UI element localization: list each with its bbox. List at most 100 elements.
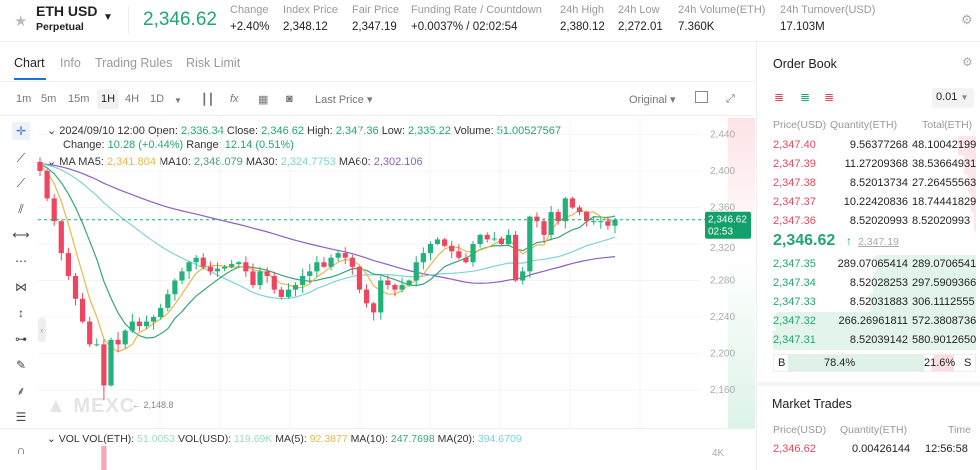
ob-price: 2,347.39 bbox=[773, 158, 816, 170]
tab-trading-rules[interactable]: Trading Rules bbox=[95, 56, 173, 70]
brush-icon[interactable]: ⸙ bbox=[16, 384, 26, 398]
parallel-channel-icon[interactable]: ⫽ bbox=[18, 202, 24, 216]
pattern-icon[interactable]: ✎ bbox=[15, 358, 27, 372]
magnet-icon[interactable]: ∩ bbox=[16, 443, 26, 457]
candle-up bbox=[186, 262, 192, 272]
candle-down bbox=[349, 257, 355, 267]
tab-info[interactable]: Info bbox=[60, 56, 81, 70]
candle-up bbox=[179, 271, 185, 281]
stat-24h-volume-eth: 24h Volume(ETH) 7.360K bbox=[678, 4, 765, 33]
collapse-toolbar-handle[interactable]: ‹ bbox=[38, 318, 46, 342]
view-both-icon[interactable]: ≣ bbox=[774, 90, 785, 104]
window-icon[interactable] bbox=[695, 91, 708, 103]
last-price: 2,346.62 bbox=[143, 9, 217, 30]
interval-1d[interactable]: 1D bbox=[150, 93, 165, 105]
ma60-line bbox=[39, 163, 616, 284]
stat-value: 17.103M bbox=[780, 21, 825, 33]
price-type-select[interactable]: Last Price ▾ bbox=[315, 94, 373, 106]
interval-15m[interactable]: 15m bbox=[68, 93, 90, 105]
ma60-label: MA60: bbox=[338, 156, 371, 168]
ob-price: 2,347.31 bbox=[773, 334, 816, 346]
text-icon[interactable]: ☰ bbox=[15, 410, 27, 424]
ma5-line bbox=[39, 164, 616, 353]
stat-value: 2,348.12 bbox=[283, 21, 328, 33]
symbol-name[interactable]: ETH USD bbox=[36, 3, 98, 19]
bid-row[interactable]: 2,347.32 266.26961811 572.3808736 bbox=[773, 312, 980, 331]
pitchfork-icon[interactable]: ⋈ bbox=[15, 280, 27, 294]
interval-4h[interactable]: 4H bbox=[125, 93, 140, 105]
view-asks-icon[interactable]: ≣ bbox=[824, 90, 835, 104]
fullscreen-icon[interactable]: ⤢ bbox=[726, 93, 735, 105]
symbol-dropdown-icon[interactable]: ▼ bbox=[103, 12, 113, 23]
precision-select[interactable]: 0.01 ▼ bbox=[932, 88, 974, 108]
candle-up bbox=[427, 244, 434, 254]
candle-down bbox=[449, 245, 455, 252]
ray-icon[interactable]: ⟋ bbox=[16, 176, 26, 190]
tab-risk-limit[interactable]: Risk Limit bbox=[186, 56, 241, 70]
more-intervals-dropdown-icon[interactable]: ▼ bbox=[174, 96, 182, 105]
sell-label: S bbox=[964, 357, 972, 369]
candle-type-icon[interactable]: ┃┃ bbox=[201, 94, 215, 106]
view-mode-select[interactable]: Original ▾ bbox=[629, 94, 676, 106]
view-bids-icon[interactable]: ≣ bbox=[800, 90, 811, 104]
bid-row[interactable]: 2,347.33 8.52031883 306.1112555 bbox=[773, 293, 980, 312]
candle-up bbox=[470, 244, 476, 263]
measure-icon[interactable]: ⊶ bbox=[15, 332, 27, 346]
bid-row[interactable]: 2,347.35 289.07065414 289.0706541 bbox=[773, 255, 980, 274]
vol-eth-label: VOL(ETH): bbox=[82, 433, 135, 445]
interval-1h[interactable]: 1H bbox=[97, 89, 120, 109]
candle-up bbox=[229, 264, 235, 267]
tab-chart[interactable]: Chart bbox=[14, 56, 45, 70]
orderbook-settings-icon[interactable]: ⚙ bbox=[962, 55, 973, 69]
price-chart[interactable]: 2,440 2,400 2,360 2,320 2,280 2,240 2,200 2,160… bbox=[0, 0, 757, 470]
trend-line-icon[interactable]: ⟋ bbox=[16, 151, 26, 165]
ma-collapse-icon[interactable]: ⌄ bbox=[47, 156, 57, 168]
candle-down bbox=[385, 280, 391, 286]
price-tick-label: 2,360 bbox=[710, 203, 735, 214]
orderbook-fair-price[interactable]: 2,347.19 bbox=[858, 236, 899, 248]
horizontal-line-icon[interactable]: ⟷ bbox=[12, 228, 30, 242]
candle-up bbox=[129, 321, 135, 331]
trade-quantity: 0.00426144 bbox=[852, 443, 911, 455]
stat-label: 24h Turnover(USD) bbox=[780, 4, 876, 16]
indicators-fx-icon[interactable]: fx bbox=[230, 93, 239, 105]
path-icon[interactable]: ↕ bbox=[18, 306, 24, 320]
ask-row[interactable]: 2,347.36 8.52020993 8.52020993 bbox=[773, 212, 980, 231]
ask-row[interactable]: 2,347.40 9.56377268 48.10042199 bbox=[773, 136, 980, 155]
crosshair-icon[interactable]: ✛ bbox=[12, 122, 30, 140]
fib-icon[interactable]: ⋯ bbox=[15, 254, 27, 268]
ask-row[interactable]: 2,347.38 8.52013734 27.26455563 bbox=[773, 174, 980, 193]
candle-down bbox=[37, 161, 43, 171]
bid-row[interactable]: 2,347.34 8.52028253 297.5909366 bbox=[773, 274, 980, 293]
price-tick-label: 2,320 bbox=[710, 243, 735, 254]
vol-collapse-icon[interactable]: ⌄ bbox=[47, 433, 56, 445]
candle-up bbox=[236, 262, 242, 265]
candle-down bbox=[363, 289, 370, 304]
ob-price: 2,347.37 bbox=[773, 196, 816, 208]
candle-down bbox=[484, 234, 490, 240]
candle-up bbox=[378, 280, 384, 313]
interval-5m[interactable]: 5m bbox=[41, 93, 57, 105]
vol-label: VOL bbox=[58, 433, 80, 445]
candle-up bbox=[328, 257, 334, 267]
candle-down bbox=[534, 216, 540, 222]
interval-1m[interactable]: 1m bbox=[16, 93, 32, 105]
candle-down bbox=[513, 234, 519, 281]
camera-icon[interactable]: ◙ bbox=[286, 93, 293, 105]
candle-down bbox=[271, 275, 277, 290]
bid-row[interactable]: 2,347.31 8.52039142 580.9012650 bbox=[773, 331, 980, 350]
volume-bar bbox=[101, 446, 107, 470]
ohlc-collapse-icon[interactable]: ⌄ bbox=[47, 125, 57, 137]
settings-sliders-icon[interactable]: ⚙ bbox=[961, 12, 973, 27]
ask-row[interactable]: 2,347.39 11.27209368 38.53664931 bbox=[773, 155, 980, 174]
layout-grid-icon[interactable]: ▦ bbox=[258, 94, 269, 106]
ma-legend: ⌄ MA MA5: 2,341.804 MA10: 2,348.079 MA30… bbox=[47, 155, 423, 168]
stat-label: Fair Price bbox=[352, 4, 400, 16]
stat-value: +0.0037% / 02:02:54 bbox=[411, 21, 518, 33]
ma5-label: MA5: bbox=[78, 156, 104, 168]
candle-up bbox=[612, 219, 618, 226]
favorite-star-icon[interactable]: ★ bbox=[14, 13, 28, 30]
ask-row[interactable]: 2,347.37 10.22420836 18.74441829 bbox=[773, 193, 980, 212]
stat-fair-price: Fair Price 2,347.19 bbox=[352, 4, 399, 33]
sell-percent: 21.6% bbox=[924, 357, 956, 369]
